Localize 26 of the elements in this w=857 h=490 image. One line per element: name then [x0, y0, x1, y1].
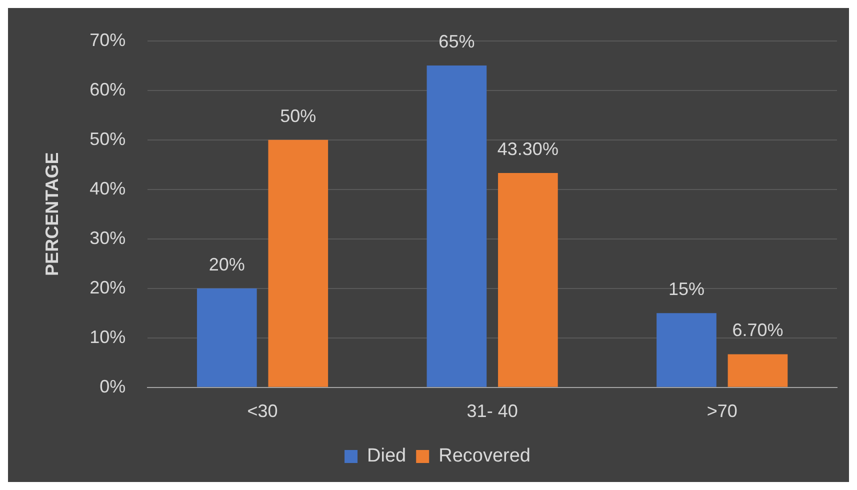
x-tick-label: >70 — [706, 401, 738, 422]
y-tick-label: 60% — [90, 79, 126, 100]
y-tick-label: 0% — [100, 376, 126, 396]
bar — [268, 140, 328, 387]
bar — [196, 288, 257, 387]
y-tick-label: 20% — [90, 277, 126, 298]
bar — [498, 173, 558, 387]
y-tick-label: 40% — [90, 178, 126, 198]
bar — [728, 354, 788, 387]
data-label: 6.70% — [732, 320, 784, 340]
bar — [656, 313, 716, 387]
y-tick-label: 50% — [90, 128, 126, 149]
data-label: 50% — [280, 106, 316, 126]
data-label: 43.30% — [497, 138, 558, 159]
data-label: 20% — [208, 254, 245, 274]
legend-label: Died — [367, 446, 406, 467]
data-label: 65% — [438, 32, 475, 52]
x-tick-label: <30 — [247, 401, 278, 422]
y-tick-label: 30% — [90, 228, 126, 248]
y-axis-title: PERCENTAGE — [42, 152, 62, 276]
y-tick-label: 70% — [90, 30, 126, 50]
data-label: 15% — [668, 279, 704, 300]
x-tick-label: 31- 40 — [466, 401, 518, 422]
y-tick-label: 10% — [90, 326, 126, 347]
legend-label: Recovered — [438, 446, 530, 467]
bar — [426, 66, 487, 387]
